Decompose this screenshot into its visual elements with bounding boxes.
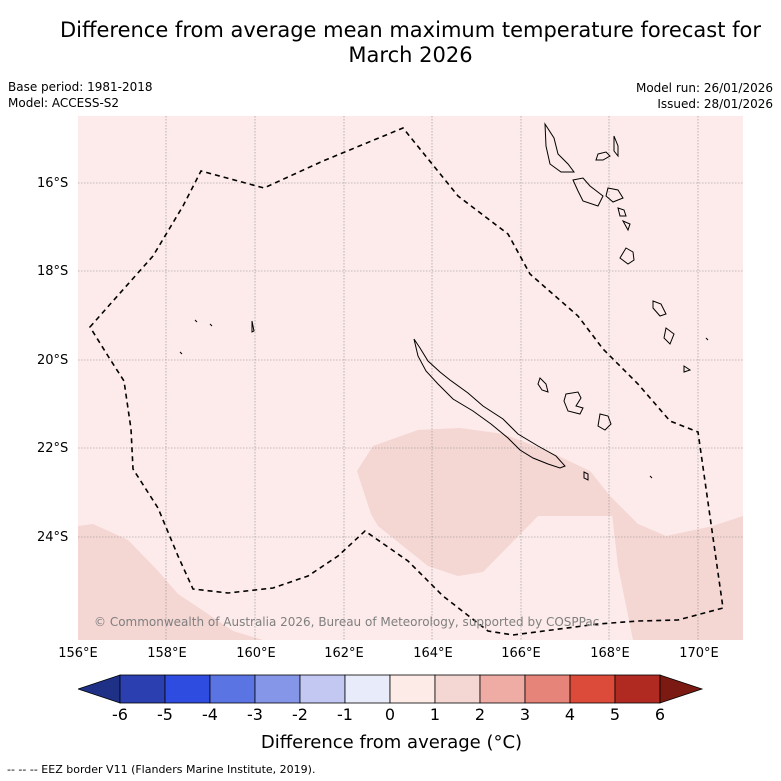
lon-label-156e: 156°E [58,646,98,661]
colorbar-segment [614,674,661,704]
map-title: Difference from average mean maximum tem… [0,18,781,68]
colorbar-tick-label: 3 [519,705,531,724]
meta-right: Model run: 26/01/2026 Issued: 28/01/2026 [636,80,773,112]
meta-left: Base period: 1981-2018 Model: ACCESS-S2 [8,79,153,111]
base-period: Base period: 1981-2018 [8,80,153,94]
chesterfield-reefs [179,319,709,479]
lon-label-158e: 158°E [147,646,187,661]
colorbar-tick-label: 2 [474,705,486,724]
colorbar-extension-low [78,674,121,704]
colorbar-segment [389,674,436,704]
colorbar-segment [299,674,346,704]
anomaly-region-1-2-southwest [78,524,263,640]
colorbar-tick-label: -3 [247,705,263,724]
colorbar-tick-label: -4 [202,705,218,724]
colorbar-tick-label: -2 [292,705,308,724]
eez-legend-text: -- -- -- EEZ border V11 (Flanders Marine… [7,763,316,776]
colorbar-tick-label: 0 [384,705,396,724]
lon-label-166e: 166°E [501,646,541,661]
colorbar-tick-label: -6 [112,705,128,724]
colorbar-segment [434,674,481,704]
colorbar-tick-label: 4 [564,705,576,724]
lon-label-160e: 160°E [236,646,276,661]
colorbar-segment [164,674,211,704]
model-run: Model run: 26/01/2026 [635,81,773,95]
title-line-2: March 2026 [348,43,473,67]
lon-label-162e: 162°E [324,646,364,661]
new-caledonia-coast [413,338,566,469]
colorbar-segment [344,674,391,704]
lon-label-164e: 164°E [413,646,453,661]
colorbar-extension-high [659,674,704,704]
anomaly-region-1-2-east [610,496,743,640]
lat-label-24s: 24°S [37,530,69,545]
colorbar-tick-label: 1 [429,705,441,724]
colorbar-segment [524,674,571,704]
vanuatu-coast [544,122,692,373]
colorbar-segment [569,674,616,704]
colorbar-label: Difference from average (°C) [260,732,523,753]
map-copyright: © Commonwealth of Australia 2026, Bureau… [94,615,599,629]
forecast-map: © Commonwealth of Australia 2026, Bureau… [78,116,743,640]
colorbar-segment [479,674,526,704]
issued-date: Issued: 28/01/2026 [657,97,773,111]
eez-border [89,127,724,636]
colorbar-tick-label: -1 [337,705,353,724]
model-name: Model: ACCESS-S2 [8,96,120,110]
lat-label-20s: 20°S [37,353,69,368]
title-line-1: Difference from average mean maximum tem… [60,18,761,42]
colorbar-segment [119,674,166,704]
colorbar-tick-label: 5 [609,705,621,724]
lat-label-16s: 16°S [37,176,69,191]
colorbar [78,674,704,704]
lon-label-168e: 168°E [590,646,630,661]
colorbar-segment [254,674,301,704]
anomaly-region-1-2-center [357,428,613,576]
colorbar-segment [209,674,256,704]
lon-label-170e: 170°E [679,646,719,661]
lat-label-18s: 18°S [37,264,69,279]
lat-label-22s: 22°S [37,441,69,456]
loyalty-islands-coast [537,377,612,481]
colorbar-tick-label: 6 [654,705,666,724]
colorbar-tick-label: -5 [157,705,173,724]
